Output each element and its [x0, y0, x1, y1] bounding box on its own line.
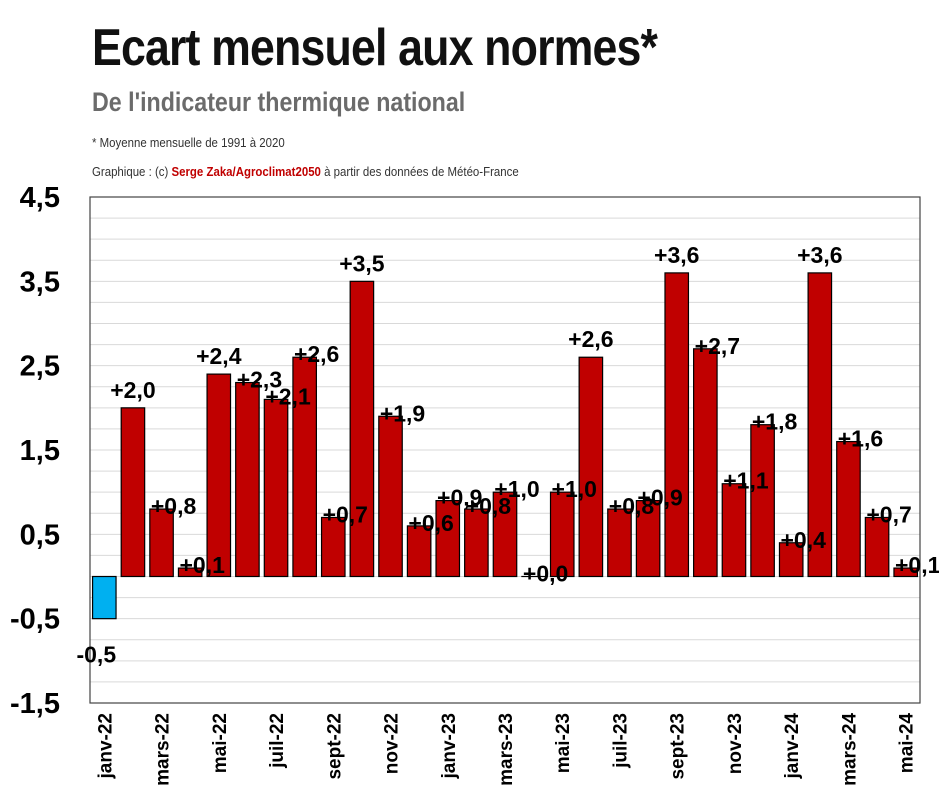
chart-credit: Graphique : (c) Serge Zaka/Agroclimat205…: [92, 164, 519, 180]
bar: [635, 500, 661, 578]
y-axis: 4,5 3,5 2,5 1,5 0,5 -0,5 -1,5: [10, 182, 60, 720]
bar: [721, 483, 747, 578]
data-label: +3,6: [797, 242, 842, 268]
x-tick-label: nov-22: [382, 713, 403, 774]
bar: [864, 516, 890, 578]
bar: [235, 381, 260, 578]
data-label: -0,5: [76, 642, 116, 668]
bar: [91, 575, 117, 620]
data-label: +1,0: [494, 476, 539, 502]
bar: [349, 280, 375, 578]
y-tick-label: 2,5: [20, 351, 60, 383]
x-tick-label: janv-23: [439, 713, 460, 779]
bar: [292, 356, 317, 578]
data-label: +0,6: [408, 510, 453, 536]
x-tick-label: mars-23: [496, 713, 517, 786]
bar: [664, 272, 690, 578]
bar: [120, 407, 146, 578]
bar: [492, 491, 518, 578]
data-label: +2,6: [568, 326, 613, 352]
x-tick-label: juil-22: [267, 713, 288, 769]
bar: [778, 542, 804, 578]
x-tick-label: mai-24: [897, 713, 918, 774]
data-label: +3,6: [654, 242, 699, 268]
bar: [807, 272, 833, 578]
y-tick-label: 3,5: [20, 266, 60, 298]
bar: [263, 398, 289, 578]
bar: [693, 348, 718, 578]
x-axis: janv-22 mars-22 mai-22 juil-22 sept-22 nov-22…: [95, 713, 917, 786]
data-label: +0,8: [609, 493, 655, 519]
bar: [607, 508, 632, 578]
x-tick-label: mai-23: [553, 713, 574, 773]
data-label: +2,6: [294, 341, 339, 367]
plot-area: [89, 196, 921, 704]
x-tick-label: mai-22: [210, 713, 231, 773]
bars: [91, 272, 919, 620]
bar: [406, 525, 432, 578]
data-label: +2,0: [110, 377, 155, 403]
bar: [320, 516, 346, 578]
y-tick-label: -0,5: [10, 604, 60, 636]
data-label: +0,1: [179, 552, 225, 578]
data-label: +0,7: [323, 501, 368, 527]
data-label: +1,0: [552, 476, 597, 502]
y-tick-label: 1,5: [20, 435, 60, 467]
y-tick-label: 4,5: [20, 182, 60, 214]
data-label: +0,9: [637, 485, 682, 511]
data-label: +0,7: [866, 501, 911, 527]
x-tick-label: mars-24: [839, 713, 860, 786]
x-tick-label: janv-24: [782, 713, 803, 780]
data-label: +2,4: [196, 343, 242, 369]
data-label: +0,8: [466, 493, 512, 519]
data-label: +1,6: [838, 426, 883, 452]
bar: [893, 567, 919, 578]
data-label: +1,9: [380, 400, 425, 426]
bar: [435, 500, 461, 578]
credit-suffix: à partir des données de Météo-France: [324, 164, 519, 179]
x-tick-label: juil-23: [610, 713, 631, 769]
x-tick-label: nov-23: [725, 713, 746, 774]
credit-author: Serge Zaka/Agroclimat2050: [171, 164, 321, 179]
bar: [378, 415, 403, 578]
data-label: +0,1: [895, 552, 939, 578]
y-tick-label: -1,5: [10, 688, 60, 720]
bar: [578, 356, 604, 578]
data-label: +3,5: [339, 250, 385, 276]
bar: [206, 373, 232, 578]
x-tick-label: sept-22: [324, 713, 345, 780]
data-label: +0,8: [151, 493, 197, 519]
chart-subtitle: De l'indicateur thermique national: [92, 87, 466, 117]
data-labels: -0,5 +2,0 +0,8 +0,1 +2,4+2,3+2,1 +2,6 +0,7 +3,5…: [76, 242, 939, 668]
data-label: +0,4: [781, 527, 827, 553]
data-label: +0,9: [437, 485, 482, 511]
bar: [464, 508, 489, 578]
credit-prefix: Graphique : (c): [92, 164, 169, 179]
bar: [149, 508, 174, 578]
data-label: +1,1: [723, 468, 769, 494]
bar: [836, 440, 861, 578]
bar: [177, 567, 203, 578]
data-label: +1,8: [752, 409, 798, 435]
bar: [549, 491, 575, 578]
data-label: +0,0: [523, 561, 568, 587]
y-tick-label: 0,5: [20, 519, 60, 551]
chart-note: * Moyenne mensuelle de 1991 à 2020: [92, 135, 285, 150]
chart-title: Ecart mensuel aux normes*: [92, 19, 658, 77]
x-tick-label: sept-23: [668, 713, 689, 780]
bar: [750, 424, 775, 578]
data-label: +2,7: [695, 333, 740, 359]
data-label: +2,1: [265, 383, 311, 409]
x-tick-label: janv-22: [95, 713, 116, 779]
data-label: +2,3: [237, 367, 282, 393]
x-tick-label: mars-22: [153, 713, 174, 786]
